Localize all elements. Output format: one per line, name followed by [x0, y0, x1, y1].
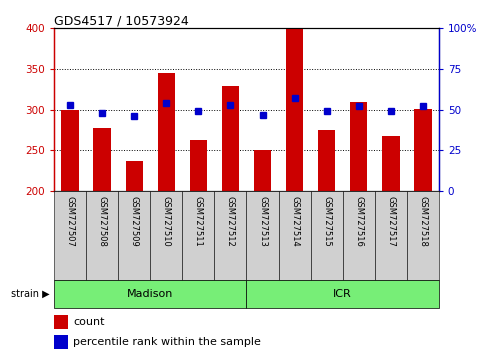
Bar [182, 191, 214, 280]
Bar [254, 150, 271, 191]
Text: GSM727517: GSM727517 [386, 196, 395, 246]
Bar [279, 191, 311, 280]
Bar [158, 73, 175, 191]
Bar [375, 191, 407, 280]
Bar [222, 86, 239, 191]
Bar [126, 161, 143, 191]
Bar [62, 110, 79, 191]
Bar [214, 191, 246, 280]
Bar [54, 191, 86, 280]
Text: GSM727509: GSM727509 [130, 196, 139, 246]
Bar [54, 335, 68, 348]
Bar [311, 191, 343, 280]
Text: GSM727508: GSM727508 [98, 196, 107, 246]
Text: GSM727515: GSM727515 [322, 196, 331, 246]
Text: ICR: ICR [333, 289, 352, 299]
Bar [54, 315, 68, 329]
Text: Madison: Madison [127, 289, 174, 299]
Text: strain ▶: strain ▶ [11, 289, 49, 299]
Bar [150, 191, 182, 280]
Text: count: count [73, 318, 105, 327]
Text: GSM727513: GSM727513 [258, 196, 267, 246]
Text: GSM727518: GSM727518 [418, 196, 427, 246]
Text: GSM727512: GSM727512 [226, 196, 235, 246]
Text: GSM727511: GSM727511 [194, 196, 203, 246]
Bar [118, 191, 150, 280]
Text: GSM727516: GSM727516 [354, 196, 363, 246]
Bar [246, 191, 279, 280]
Bar [54, 280, 246, 308]
Text: GDS4517 / 10573924: GDS4517 / 10573924 [54, 14, 189, 27]
Bar [350, 102, 367, 191]
Text: GSM727514: GSM727514 [290, 196, 299, 246]
Bar [86, 191, 118, 280]
Bar [343, 191, 375, 280]
Bar [318, 130, 335, 191]
Text: GSM727507: GSM727507 [66, 196, 75, 246]
Bar [246, 280, 439, 308]
Text: percentile rank within the sample: percentile rank within the sample [73, 337, 261, 347]
Bar [190, 140, 207, 191]
Bar [94, 128, 111, 191]
Text: GSM727510: GSM727510 [162, 196, 171, 246]
Bar [286, 28, 303, 191]
Bar [414, 109, 431, 191]
Bar [407, 191, 439, 280]
Bar [382, 136, 399, 191]
